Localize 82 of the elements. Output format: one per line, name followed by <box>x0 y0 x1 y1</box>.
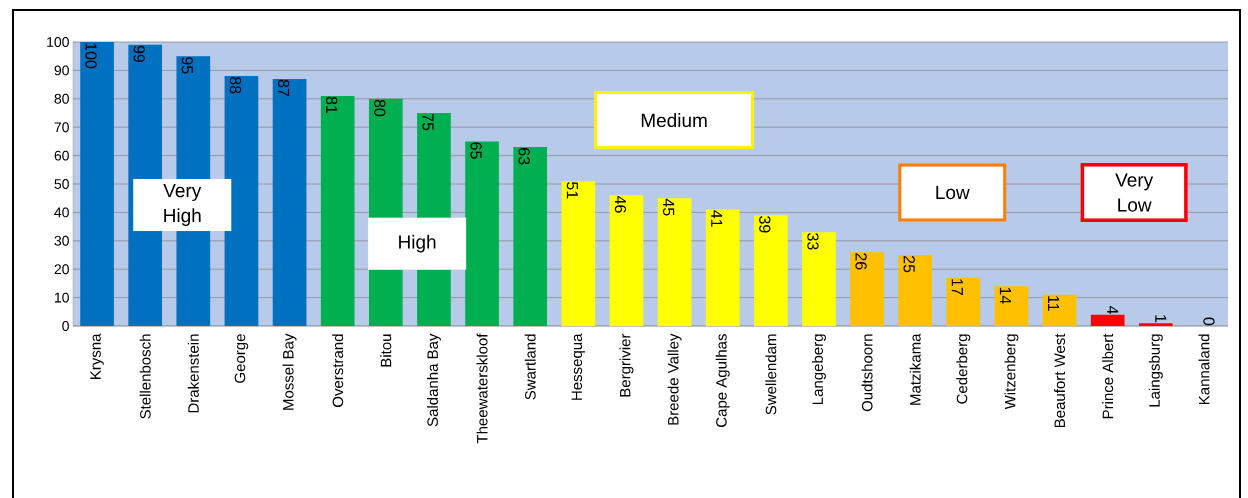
data-label: 26 <box>855 253 867 270</box>
y-tick-label: 70 <box>54 122 69 133</box>
bar <box>753 215 788 326</box>
data-label: 99 <box>133 45 145 63</box>
y-tick-label: 60 <box>54 150 69 161</box>
bar <box>994 286 1029 326</box>
x-tick-label: Saldanha Bay <box>426 333 441 427</box>
annotation: Medium <box>641 113 707 128</box>
annotation: Low <box>936 185 970 200</box>
data-label: 88 <box>229 76 242 94</box>
x-tick-label: Overstrand <box>332 334 344 408</box>
data-label: 95 <box>181 57 193 74</box>
annotation: High <box>399 234 436 253</box>
data-label: 33 <box>807 233 819 250</box>
data-label: 80 <box>374 99 386 117</box>
data-label: 4 <box>1107 305 1119 314</box>
x-tick-label: Kannaland <box>1198 334 1210 405</box>
x-tick-label: Stellenbosch <box>139 334 151 419</box>
bar <box>609 195 644 326</box>
x-tick-label: Witzenberg <box>1004 334 1019 410</box>
x-tick-label: Breede Valley <box>667 333 682 425</box>
x-tick-label: Drakenstein <box>187 334 199 413</box>
bar <box>561 181 596 326</box>
y-tick-label: 10 <box>54 292 69 303</box>
data-label: 45 <box>662 198 675 216</box>
x-tick-label: Beaufort West <box>1054 333 1066 428</box>
x-tick-label: Matzikama <box>909 333 921 405</box>
x-tick-label: Theewaterskloof <box>476 333 488 444</box>
bar <box>1090 314 1125 326</box>
data-label: 63 <box>518 148 530 165</box>
data-label: 87 <box>277 79 290 97</box>
x-tick-label: Bitou <box>380 334 392 367</box>
data-label: 11 <box>1048 296 1060 311</box>
data-label: 39 <box>759 216 771 233</box>
x-tick-label: Swartland <box>524 334 536 400</box>
annotation: Very Low <box>1115 173 1154 212</box>
data-label: 41 <box>711 210 723 227</box>
data-label: 25 <box>903 256 915 273</box>
y-tick-label: 30 <box>54 235 69 246</box>
x-tick-label: Cederberg <box>956 334 971 404</box>
data-label: 51 <box>566 182 578 199</box>
y-tick-label: 0 <box>62 321 69 331</box>
bar <box>946 277 981 326</box>
data-label: 17 <box>951 279 963 295</box>
data-label: 0 <box>1203 317 1215 326</box>
x-tick-label: Swellendam <box>765 334 777 415</box>
x-tick-label: Prince Albert <box>1102 333 1114 419</box>
bar <box>802 232 836 326</box>
x-tick-label: Cape Agulhas <box>715 334 730 427</box>
x-tick-label: Langeberg <box>811 334 826 405</box>
bar <box>1042 294 1077 326</box>
y-tick-label: 90 <box>54 65 69 76</box>
bar <box>224 76 259 326</box>
data-label: 81 <box>326 96 338 114</box>
bar <box>465 141 499 326</box>
bar <box>898 255 933 326</box>
bar <box>657 198 692 326</box>
y-tick-label: 50 <box>54 179 69 189</box>
data-label: 100 <box>85 43 97 69</box>
y-tick-label: 20 <box>54 264 69 275</box>
bar <box>513 147 548 326</box>
bar <box>272 78 307 326</box>
bar <box>705 209 740 326</box>
x-tick-label: Laingsburg <box>1148 334 1163 407</box>
data-label: 14 <box>999 287 1011 304</box>
bar <box>1138 323 1173 326</box>
x-tick-label: Bergrivier <box>619 333 634 397</box>
y-tick-label: 80 <box>54 93 69 104</box>
bar <box>80 42 114 326</box>
bar <box>320 95 355 326</box>
y-tick-label: 40 <box>54 207 69 218</box>
data-label: 1 <box>1155 315 1167 323</box>
data-label: 46 <box>614 195 627 213</box>
x-tick-label: George <box>234 334 249 383</box>
x-tick-label: Oudtshoorn <box>861 334 873 412</box>
y-tick-label: 100 <box>47 37 69 47</box>
x-tick-label: Krysna <box>90 333 104 379</box>
x-tick-label: Mossel Bay <box>282 333 297 410</box>
bar <box>850 252 884 326</box>
x-tick-label: Hessequa <box>571 333 586 400</box>
data-label: 65 <box>470 142 482 159</box>
data-label: 75 <box>422 114 434 131</box>
